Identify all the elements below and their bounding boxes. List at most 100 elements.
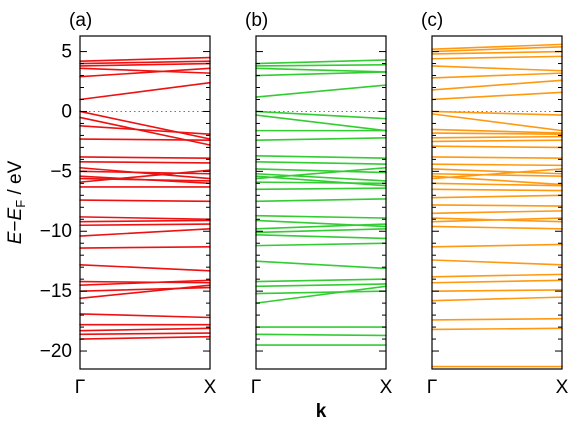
band-0-7 (79, 116, 211, 146)
band-0-24 (79, 263, 211, 272)
band-1-10 (255, 160, 387, 165)
band-0-8 (79, 125, 211, 136)
band-0-23 (79, 246, 211, 249)
band-2-27 (431, 217, 563, 223)
y-tick-label: −5 (50, 161, 72, 182)
band-1-2 (255, 67, 387, 73)
panel-label: (b) (245, 10, 268, 31)
band-0-4 (79, 67, 211, 78)
band-1-1 (255, 63, 387, 67)
band-2-34 (431, 296, 563, 302)
band-1-11 (255, 168, 387, 174)
x-tick-label-gamma: Γ (251, 377, 261, 398)
band-2-33 (431, 289, 563, 292)
band-2-11 (431, 132, 563, 136)
band-2-9 (431, 113, 563, 132)
band-0-29 (79, 313, 211, 319)
band-1-5 (255, 110, 387, 120)
band-1-23 (255, 242, 387, 247)
band-0-20 (79, 219, 211, 223)
band-2-23 (431, 194, 563, 199)
band-2-6 (431, 79, 563, 91)
band-2-15 (431, 156, 563, 159)
band-0-2 (79, 62, 211, 67)
band-0-22 (79, 228, 211, 237)
band-2-0 (431, 43, 563, 50)
x-tick-label-x: X (380, 377, 393, 398)
panel-0: (a) Γ X (69, 10, 217, 398)
band-2-3 (431, 55, 563, 60)
x-tick-label-x: X (204, 377, 217, 398)
band-0-28 (79, 284, 211, 300)
band-2-7 (431, 91, 563, 101)
band-0-15 (79, 177, 211, 182)
band-0-27 (79, 286, 211, 292)
band-1-6 (255, 114, 387, 132)
band-0-13 (79, 170, 211, 175)
band-1-8 (255, 137, 387, 142)
panel-label: (a) (69, 10, 92, 31)
band-1-12 (255, 172, 387, 182)
panel-frame (255, 35, 387, 370)
band-1-21 (255, 228, 387, 234)
y-tick-label: 5 (61, 42, 72, 63)
band-0-9 (79, 138, 211, 142)
band-1-22 (255, 234, 387, 240)
band-1-25 (255, 278, 387, 283)
panel-frame (79, 35, 211, 370)
band-0-1 (79, 60, 211, 65)
band-2-29 (431, 243, 563, 248)
band-2-17 (431, 168, 563, 175)
band-0-3 (79, 67, 211, 74)
band-1-18 (255, 214, 387, 219)
band-2-25 (431, 210, 563, 215)
band-2-35 (431, 317, 563, 321)
band-1-0 (255, 59, 387, 65)
y-tick-label: 0 (61, 101, 72, 122)
band-2-1 (431, 45, 563, 53)
band-0-5 (79, 81, 211, 101)
band-0-11 (79, 160, 211, 164)
band-1-28 (255, 285, 387, 304)
band-1-13 (255, 175, 387, 187)
band-2-4 (431, 65, 563, 72)
band-0-21 (79, 223, 211, 227)
y-axis-label: E−EF / eV (5, 160, 28, 244)
band-0-33 (79, 335, 211, 340)
panel-frame (431, 35, 563, 370)
band-1-27 (255, 290, 387, 295)
band-0-16 (79, 169, 211, 183)
band-1-3 (255, 71, 387, 77)
band-0-10 (79, 156, 211, 159)
band-2-2 (431, 50, 563, 55)
panel-label: (c) (421, 10, 443, 31)
band-0-18 (79, 199, 211, 203)
x-tick-label-gamma: Γ (75, 377, 85, 398)
band-1-26 (255, 283, 387, 288)
band-1-24 (255, 260, 387, 270)
band-1-17 (255, 198, 387, 203)
band-1-9 (255, 154, 387, 159)
band-2-24 (431, 204, 563, 207)
band-2-5 (431, 72, 563, 79)
y-tick-label: −20 (40, 341, 72, 362)
band-0-26 (79, 279, 211, 286)
band-0-31 (79, 327, 211, 332)
y-tick-label: −10 (40, 221, 72, 242)
panel-1: (b) Γ X (245, 10, 393, 398)
band-2-12 (431, 135, 563, 139)
x-axis-label: k (316, 401, 327, 422)
band-1-20 (255, 223, 387, 230)
band-2-36 (431, 327, 563, 331)
band-2-28 (431, 225, 563, 230)
band-2-32 (431, 279, 563, 284)
band-2-21 (431, 182, 563, 187)
band-2-16 (431, 163, 563, 167)
band-2-30 (431, 259, 563, 266)
band-2-10 (431, 128, 563, 134)
band-1-16 (255, 187, 387, 191)
x-tick-label-gamma: Γ (427, 377, 437, 398)
band-2-8 (431, 110, 563, 116)
band-2-22 (431, 188, 563, 192)
band-0-32 (79, 332, 211, 336)
